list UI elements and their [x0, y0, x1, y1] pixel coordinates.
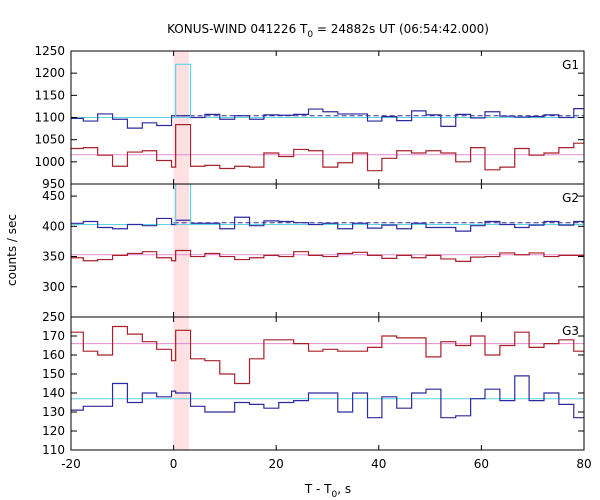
burst-spike-g1 — [175, 63, 192, 118]
panel-frame-g3 — [70, 316, 585, 451]
panel-plot-area — [71, 184, 584, 262]
panel-g3: 110 120 130 140 150 160 170 G3 — [42, 316, 585, 457]
y-tick-label: 160 — [42, 348, 65, 362]
y-tick-label: 1150 — [34, 88, 65, 102]
chart-title: KONUS-WIND 041226 T0 = 24882s UT (06:54:… — [167, 22, 489, 40]
burst-spike-g2 — [175, 184, 192, 225]
panel-plot-area — [71, 325, 584, 419]
y-tick-label: 110 — [42, 443, 65, 457]
x-tick-label: 80 — [576, 457, 591, 471]
y-tick-label: 1200 — [34, 66, 65, 80]
y-tick-label: 1050 — [34, 133, 65, 147]
y-tick-label: 130 — [42, 405, 65, 419]
y-tick-label: 250 — [42, 310, 65, 324]
panel-frame-g2 — [70, 183, 585, 318]
panel-label-g1: G1 — [562, 58, 579, 72]
panel-g1: 950 1000 1050 1100 1150 1200 1250 G1 — [34, 44, 585, 191]
panel-g2: 250 300 350 400 450 G2 — [42, 183, 585, 324]
series-g2-1 — [71, 249, 584, 262]
y-tick-label: 450 — [42, 189, 65, 203]
series-g3-1 — [71, 375, 584, 419]
y-tick-label: 1000 — [34, 155, 65, 169]
y-tick-label: 400 — [42, 219, 65, 233]
x-tick-label: 60 — [474, 457, 489, 471]
y-tick-label: 300 — [42, 280, 65, 294]
series-g3-0 — [71, 325, 584, 385]
y-tick-label: 1250 — [34, 44, 65, 58]
panels-group: 950100010501100115012001250G125030035040… — [34, 44, 591, 471]
x-tick-label: -20 — [61, 457, 81, 471]
panel-label-g2: G2 — [562, 191, 579, 205]
x-axis-label-main: T - T — [304, 482, 332, 496]
series-g2-0 — [71, 216, 584, 232]
chart-title-main: KONUS-WIND 041226 T — [167, 22, 308, 36]
y-tick-label: 150 — [42, 367, 65, 381]
y-axis-label: counts / sec — [5, 214, 19, 286]
chart-title-rest: = 24882s UT (06:54:42.000) — [313, 22, 489, 36]
panel-label-g3: G3 — [562, 324, 579, 338]
x-tick-label: 0 — [170, 457, 178, 471]
y-tick-label: 350 — [42, 250, 65, 264]
series-g1-0 — [71, 108, 584, 129]
series-g1-1 — [71, 123, 584, 172]
y-tick-label: 120 — [42, 424, 65, 438]
x-tick-label: 40 — [371, 457, 386, 471]
y-tick-label: 170 — [42, 329, 65, 343]
x-tick-label: 20 — [269, 457, 284, 471]
y-tick-label: 950 — [42, 177, 65, 191]
panel-plot-area — [71, 63, 584, 172]
x-axis-label-rest: , s — [337, 482, 351, 496]
y-tick-label: 1100 — [34, 111, 65, 125]
y-tick-label: 140 — [42, 386, 65, 400]
x-axis-label-subscript: 0 — [332, 490, 338, 500]
chart-title-subscript: 0 — [307, 30, 313, 40]
x-axis-label: T - T0, s — [304, 482, 351, 500]
burst-interval-band — [173, 317, 189, 450]
